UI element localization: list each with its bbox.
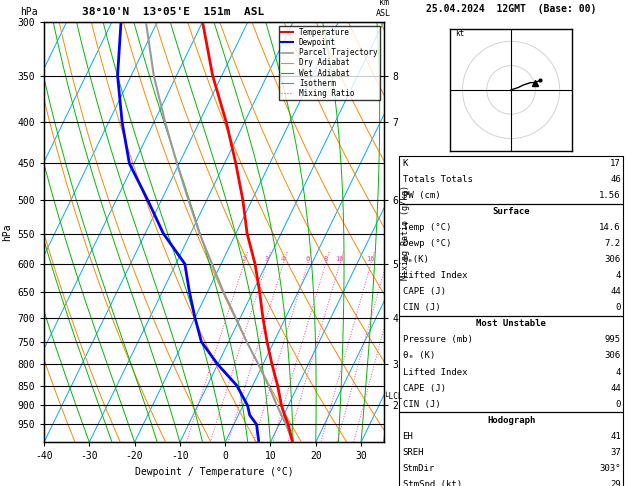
Text: Temp (°C): Temp (°C): [403, 223, 451, 232]
Y-axis label: Mixing Ratio (g/kg): Mixing Ratio (g/kg): [401, 185, 410, 279]
Text: 4: 4: [281, 256, 286, 262]
Text: 2: 2: [242, 256, 246, 262]
Text: 7.2: 7.2: [604, 239, 621, 248]
Text: 16: 16: [367, 256, 375, 262]
X-axis label: Dewpoint / Temperature (°C): Dewpoint / Temperature (°C): [135, 467, 293, 477]
Text: 44: 44: [610, 383, 621, 393]
Text: 37: 37: [610, 448, 621, 457]
Text: 995: 995: [604, 335, 621, 345]
Text: Hodograph: Hodograph: [487, 416, 535, 425]
Text: PW (cm): PW (cm): [403, 191, 440, 200]
Text: StmDir: StmDir: [403, 464, 435, 473]
Legend: Temperature, Dewpoint, Parcel Trajectory, Dry Adiabat, Wet Adiabat, Isotherm, Mi: Temperature, Dewpoint, Parcel Trajectory…: [279, 26, 380, 100]
Text: 1.56: 1.56: [599, 191, 621, 200]
Text: 38°10'N  13°05'E  151m  ASL: 38°10'N 13°05'E 151m ASL: [82, 7, 264, 17]
Text: 8: 8: [323, 256, 328, 262]
Text: θₑ(K): θₑ(K): [403, 255, 430, 264]
Text: CAPE (J): CAPE (J): [403, 383, 445, 393]
Text: Totals Totals: Totals Totals: [403, 175, 472, 184]
Text: 0: 0: [615, 303, 621, 312]
Text: Most Unstable: Most Unstable: [476, 319, 546, 329]
Text: 14.6: 14.6: [599, 223, 621, 232]
Text: 10: 10: [336, 256, 344, 262]
Text: 306: 306: [604, 255, 621, 264]
Y-axis label: hPa: hPa: [2, 223, 12, 241]
Text: θₑ (K): θₑ (K): [403, 351, 435, 361]
Text: 306: 306: [604, 351, 621, 361]
Text: 303°: 303°: [599, 464, 621, 473]
Text: └LCL: └LCL: [384, 392, 402, 401]
Text: Pressure (mb): Pressure (mb): [403, 335, 472, 345]
Text: CIN (J): CIN (J): [403, 303, 440, 312]
Text: 17: 17: [610, 159, 621, 168]
Text: Surface: Surface: [493, 207, 530, 216]
Text: 4: 4: [615, 367, 621, 377]
Text: 41: 41: [610, 432, 621, 441]
Text: CAPE (J): CAPE (J): [403, 287, 445, 296]
Text: StmSpd (kt): StmSpd (kt): [403, 480, 462, 486]
Text: 44: 44: [610, 287, 621, 296]
Text: kt: kt: [455, 30, 464, 38]
Text: CIN (J): CIN (J): [403, 399, 440, 409]
Text: Lifted Index: Lifted Index: [403, 271, 467, 280]
Text: km
ASL: km ASL: [376, 0, 391, 17]
Text: 0: 0: [615, 399, 621, 409]
Text: 3: 3: [264, 256, 269, 262]
Text: hPa: hPa: [20, 7, 38, 17]
Text: SREH: SREH: [403, 448, 424, 457]
Text: Lifted Index: Lifted Index: [403, 367, 467, 377]
Text: EH: EH: [403, 432, 413, 441]
Text: K: K: [403, 159, 408, 168]
Text: 46: 46: [610, 175, 621, 184]
Text: Dewp (°C): Dewp (°C): [403, 239, 451, 248]
Text: 4: 4: [615, 271, 621, 280]
Text: 25.04.2024  12GMT  (Base: 00): 25.04.2024 12GMT (Base: 00): [426, 3, 596, 14]
Text: 6: 6: [306, 256, 310, 262]
Text: 29: 29: [610, 480, 621, 486]
